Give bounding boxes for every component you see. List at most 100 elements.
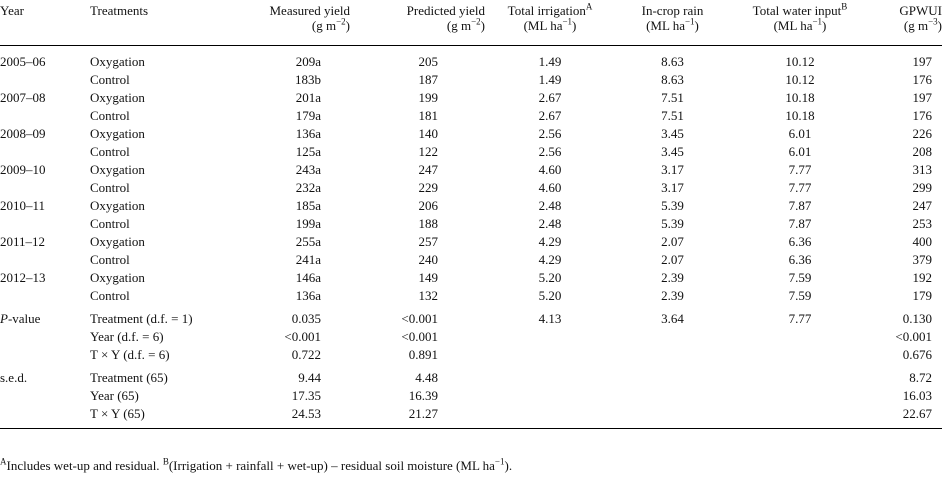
- header-total-irrigation: Total irrigationA (ML ha−1): [485, 2, 615, 46]
- measured-yield-cell: 136a: [295, 126, 321, 141]
- treatment-cell: Treatment (d.f. = 1): [90, 311, 193, 326]
- year-cell: [0, 287, 90, 305]
- total-water-cell: [730, 405, 870, 429]
- incrop-rain-cell: 2.07: [661, 234, 684, 249]
- total-irrigation-cell: 4.60: [538, 162, 562, 177]
- total-water-cell: 7.77: [788, 162, 812, 177]
- table-row: Control 136a 132 5.20 2.39 7.59 179: [0, 287, 942, 305]
- table-body: 2005–06 Oxygation 209a 205 1.49 8.63 10.12 197 C…: [0, 46, 942, 429]
- yield-water-table: Year Treatments Measured yield (g m−2) P…: [0, 2, 942, 429]
- total-water-cell: 10.12: [785, 72, 815, 87]
- gpwui-cell: 0.676: [902, 347, 932, 362]
- total-water-cell: 7.77: [788, 311, 812, 326]
- incrop-rain-cell: 2.07: [661, 252, 684, 267]
- header-gpwui: GPWUI (g m−3): [870, 3, 942, 46]
- table-row: Control 232a 229 4.60 3.17 7.77 299: [0, 179, 942, 197]
- measured-yield-cell: 125a: [295, 144, 321, 159]
- total-irrigation-cell: 5.20: [538, 288, 562, 303]
- measured-yield-cell: 136a: [295, 288, 321, 303]
- predicted-yield-cell: 0.891: [408, 347, 438, 362]
- total-irrigation-cell: [485, 405, 615, 429]
- incrop-rain-cell: 3.45: [661, 126, 684, 141]
- year-cell: 2008–09: [0, 126, 46, 141]
- sed-label: [0, 387, 90, 405]
- incrop-rain-cell: [615, 364, 730, 387]
- total-irrigation-cell: 5.20: [538, 270, 562, 285]
- predicted-yield-cell: 149: [418, 270, 439, 285]
- measured-yield-cell: 185a: [295, 198, 321, 213]
- total-irrigation-cell: 4.29: [538, 234, 562, 249]
- header-treatments: Treatments: [90, 3, 230, 46]
- table-row: 2012–13 Oxygation 146a 149 5.20 2.39 7.59 192: [0, 269, 942, 287]
- predicted-yield-cell: 181: [418, 108, 439, 123]
- incrop-rain-cell: 5.39: [661, 198, 684, 213]
- pvalue-label-italic: P: [0, 311, 8, 326]
- incrop-rain-cell: 2.39: [661, 270, 684, 285]
- treatment-cell: Control: [90, 288, 130, 303]
- total-irrigation-cell: 1.49: [538, 72, 562, 87]
- treatment-cell: Year (65): [90, 388, 139, 403]
- total-water-cell: 6.01: [788, 144, 812, 159]
- pvalue-label: [0, 346, 90, 364]
- treatment-cell: Oxygation: [90, 126, 145, 141]
- total-irrigation-cell: 2.48: [538, 216, 562, 231]
- incrop-rain-cell: 8.63: [661, 72, 684, 87]
- total-irrigation-cell: [485, 328, 615, 346]
- sed-label: s.e.d.: [0, 370, 28, 385]
- treatment-cell: Control: [90, 216, 130, 231]
- year-cell: 2009–10: [0, 162, 46, 177]
- header-row: Year Treatments Measured yield (g m−2) P…: [0, 2, 942, 46]
- gpwui-cell: 226: [912, 126, 933, 141]
- incrop-rain-cell: 5.39: [661, 216, 684, 231]
- predicted-yield-cell: 16.39: [408, 388, 438, 403]
- incrop-rain-cell: [615, 405, 730, 429]
- treatment-cell: Oxygation: [90, 90, 145, 105]
- gpwui-cell: 176: [912, 72, 933, 87]
- table-row: Control 179a 181 2.67 7.51 10.18 176: [0, 107, 942, 125]
- total-irrigation-cell: 2.48: [538, 198, 562, 213]
- treatment-cell: Treatment (65): [90, 370, 168, 385]
- table-row: 2011–12 Oxygation 255a 257 4.29 2.07 6.36 400: [0, 233, 942, 251]
- pvalue-row: P-value Treatment (d.f. = 1) 0.035 <0.001 4.…: [0, 305, 942, 328]
- incrop-rain-cell: 7.51: [661, 108, 684, 123]
- year-cell: 2005–06: [0, 54, 46, 69]
- incrop-rain-cell: 3.17: [661, 180, 684, 195]
- predicted-yield-cell: 188: [418, 216, 439, 231]
- treatment-cell: Control: [90, 252, 130, 267]
- total-irrigation-cell: [485, 346, 615, 364]
- incrop-rain-cell: [615, 328, 730, 346]
- predicted-yield-cell: 140: [418, 126, 439, 141]
- gpwui-cell: 247: [912, 198, 933, 213]
- treatment-cell: Control: [90, 72, 130, 87]
- sed-row: T × Y (65) 24.53 21.27 22.67: [0, 405, 942, 429]
- incrop-rain-cell: 3.17: [661, 162, 684, 177]
- sed-row: Year (65) 17.35 16.39 16.03: [0, 387, 942, 405]
- total-irrigation-cell: 4.13: [538, 311, 562, 326]
- pvalue-label-rest: -value: [7, 311, 41, 326]
- treatment-cell: Control: [90, 180, 130, 195]
- total-water-cell: 10.12: [785, 54, 815, 69]
- year-cell: [0, 215, 90, 233]
- incrop-rain-cell: 3.64: [661, 311, 684, 326]
- header-year: Year: [0, 3, 90, 46]
- treatment-cell: Oxygation: [90, 162, 145, 177]
- gpwui-cell: 197: [912, 90, 933, 105]
- table-row: 2007–08 Oxygation 201a 199 2.67 7.51 10.18 197: [0, 89, 942, 107]
- year-cell: 2011–12: [0, 234, 46, 249]
- gpwui-cell: 299: [912, 180, 933, 195]
- gpwui-cell: 22.67: [870, 405, 942, 429]
- sed-row: s.e.d. Treatment (65) 9.44 4.48 8.72: [0, 364, 942, 387]
- year-cell: 2010–11: [0, 198, 46, 213]
- incrop-rain-cell: 8.63: [661, 54, 684, 69]
- total-irrigation-cell: 2.67: [538, 90, 562, 105]
- total-water-cell: 7.87: [788, 198, 812, 213]
- treatment-cell: Oxygation: [90, 198, 145, 213]
- predicted-yield-cell: 205: [418, 54, 439, 69]
- treatment-cell: Control: [90, 144, 130, 159]
- year-cell: [0, 251, 90, 269]
- measured-yield-cell: 183b: [295, 72, 321, 87]
- year-cell: [0, 71, 90, 89]
- predicted-yield-cell: 187: [418, 72, 439, 87]
- table-row: 2008–09 Oxygation 136a 140 2.56 3.45 6.01 226: [0, 125, 942, 143]
- incrop-rain-cell: 7.51: [661, 90, 684, 105]
